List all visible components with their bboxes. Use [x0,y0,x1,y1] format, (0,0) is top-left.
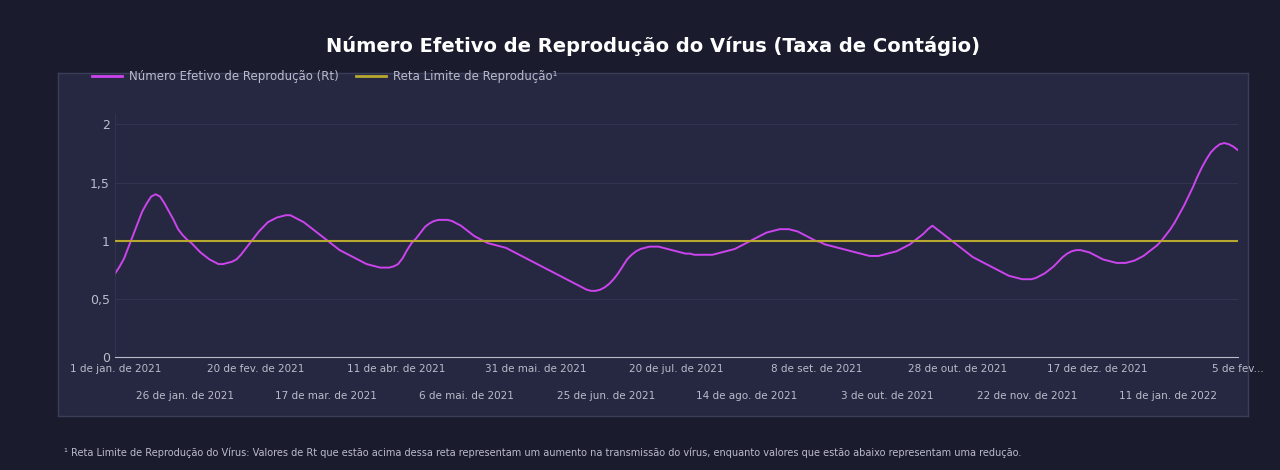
Text: 14 de ago. de 2021: 14 de ago. de 2021 [696,391,797,401]
Text: 22 de nov. de 2021: 22 de nov. de 2021 [977,391,1078,401]
Text: 17 de mar. de 2021: 17 de mar. de 2021 [275,391,376,401]
Text: Número Efetivo de Reprodução do Vírus (Taxa de Contágio): Número Efetivo de Reprodução do Vírus (T… [326,36,979,56]
Text: 25 de jun. de 2021: 25 de jun. de 2021 [557,391,655,401]
Text: 11 de jan. de 2022: 11 de jan. de 2022 [1119,391,1216,401]
Text: 3 de out. de 2021: 3 de out. de 2021 [841,391,933,401]
Legend: Número Efetivo de Reprodução (Rt), Reta Limite de Reprodução¹: Número Efetivo de Reprodução (Rt), Reta … [87,65,562,87]
Text: 1 de jan. de 2021: 1 de jan. de 2021 [69,364,161,374]
Text: 20 de fev. de 2021: 20 de fev. de 2021 [207,364,305,374]
Text: 6 de mai. de 2021: 6 de mai. de 2021 [419,391,513,401]
Text: 5 de fev...: 5 de fev... [1212,364,1263,374]
Text: 8 de set. de 2021: 8 de set. de 2021 [771,364,863,374]
Text: 17 de dez. de 2021: 17 de dez. de 2021 [1047,364,1148,374]
Text: 26 de jan. de 2021: 26 de jan. de 2021 [137,391,234,401]
Text: 11 de abr. de 2021: 11 de abr. de 2021 [347,364,445,374]
Text: 28 de out. de 2021: 28 de out. de 2021 [908,364,1006,374]
Text: 31 de mai. de 2021: 31 de mai. de 2021 [485,364,588,374]
Text: ¹ Reta Limite de Reprodução do Vírus: Valores de Rt que estão acima dessa reta r: ¹ Reta Limite de Reprodução do Vírus: Va… [64,448,1021,458]
Text: 20 de jul. de 2021: 20 de jul. de 2021 [630,364,723,374]
